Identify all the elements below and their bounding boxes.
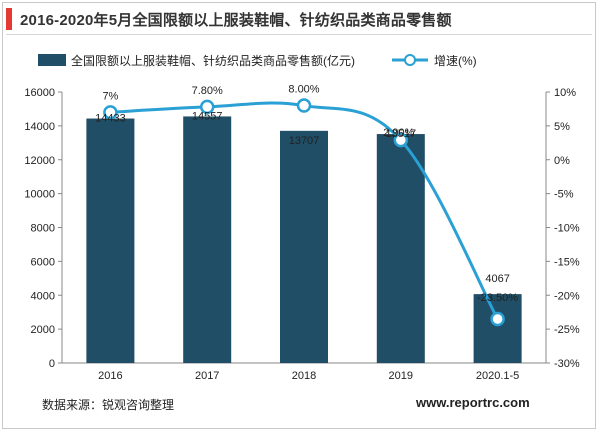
right-axis-tick-label: -15% [554,256,580,268]
right-axis-tick-label: -25% [554,324,580,336]
left-axis-tick-label: 8000 [31,223,55,235]
chart-frame [2,2,596,429]
left-axis-tick-label: 6000 [31,256,55,268]
right-axis-tick-label: -10% [554,223,580,235]
bar-value-label: 13707 [289,135,320,147]
growth-point [296,98,312,113]
right-axis-tick-label: 10% [554,87,576,99]
growth-point [199,99,215,115]
data-source: 数据来源：锐观咨询整理 [42,398,175,412]
growth-value-label: 7% [102,90,118,102]
right-axis-tick-label: -20% [554,290,580,302]
growth-point [393,132,409,148]
growth-value-label: 7.80% [192,85,223,97]
growth-point [490,311,505,327]
growth-point [103,105,118,120]
x-axis-tick-label: 2018 [292,370,316,382]
growth-line [103,98,505,327]
growth-line-path [110,101,499,320]
bar [183,116,232,363]
legend: 全国限额以上服装鞋帽、针纺织品类商品零售额(亿元) 增速(%) [38,53,477,68]
left-axis-tick-label: 16000 [24,87,55,99]
left-axis-tick-label: 14000 [24,121,55,133]
legend-line-label: 增速(%) [434,54,477,68]
left-axis-tick-label: 12000 [24,155,55,167]
x-axis-tick-label: 2020.1-5 [476,370,519,382]
legend-line-marker [404,54,416,66]
legend-bar-swatch [38,54,66,66]
left-axis-tick-label: 4000 [31,290,55,302]
bar [280,130,328,363]
bar-value-label: 14433 [95,113,126,125]
growth-value-label: 8.00% [288,84,319,96]
bar-value-label: 13517 [386,128,417,140]
left-axis-tick-label: 0 [49,358,55,370]
growth-value-label: -23.50% [477,292,518,304]
bar-value-label: 4067 [485,273,509,285]
website-link[interactable]: www.reportrc.com [416,395,530,410]
title-accent-bar [6,8,12,30]
legend-bar-label: 全国限额以上服装鞋帽、针纺织品类商品零售额(亿元) [71,53,355,68]
bar [376,134,425,363]
bar [86,118,135,363]
bars [86,116,522,363]
data-labels: 14433 14557 13707 13517 4067 7% 7.80% 8.00% 2.90… [95,84,518,304]
right-axis-tick-label: 0% [554,155,570,167]
title-bar: 2016-2020年5月全国限额以上服装鞋帽、针纺织品类商品零售额 [6,7,594,31]
bar [473,294,522,363]
growth-value-label: 2.90% [383,127,414,139]
bar-value-label: 14557 [192,110,223,122]
right-axis-tick-label: -5% [554,189,574,201]
axes: 0 2000 4000 6000 8000 10000 12000 14000 16000 -30… [24,87,579,382]
x-axis-tick-label: 2017 [195,370,219,382]
left-axis-tick-label: 2000 [31,324,55,336]
chart-title: 2016-2020年5月全国限额以上服装鞋帽、针纺织品类商品零售额 [20,11,452,29]
title-divider [6,34,592,35]
x-axis-tick-label: 2019 [389,370,413,382]
x-axis-tick-label: 2016 [98,370,122,382]
left-axis-tick-label: 10000 [24,189,55,201]
right-axis-tick-label: -30% [554,358,580,370]
right-axis-tick-label: 5% [554,121,570,133]
